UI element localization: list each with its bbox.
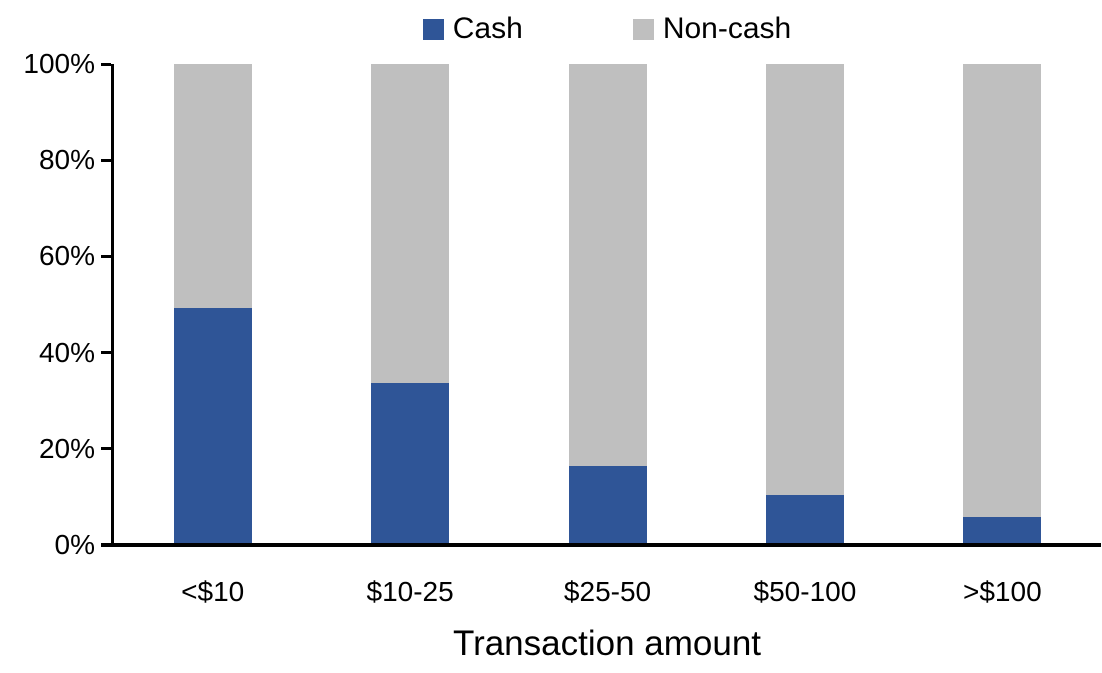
legend-swatch-icon bbox=[422, 18, 444, 40]
x-axis-tick-label: >$100 bbox=[963, 576, 1042, 607]
y-axis-tick-label: 80% bbox=[38, 144, 95, 176]
stacked-bar bbox=[765, 64, 844, 543]
legend-label: Non-cash bbox=[662, 12, 792, 45]
x-axis-tick-label: <$10 bbox=[181, 576, 245, 607]
bar-segment-cash bbox=[371, 382, 450, 543]
plot-area bbox=[114, 64, 1101, 543]
y-axis-tick-label: 100% bbox=[23, 48, 95, 79]
x-axis-tick-label: $25-50 bbox=[563, 576, 652, 607]
x-axis-tick-label: $50-100 bbox=[753, 576, 857, 607]
x-axis-tick-label: $10-25 bbox=[366, 576, 454, 607]
bar-group-25-50 bbox=[509, 64, 706, 543]
bar-segment-cash bbox=[765, 495, 844, 543]
y-axis-tick bbox=[101, 351, 111, 355]
y-axis-tick-label: 0% bbox=[54, 529, 95, 560]
x-axis-title: Transaction amount bbox=[452, 624, 762, 663]
y-axis-tick bbox=[101, 543, 111, 547]
x-axis-labels: <$10 $10-25 $25-50 $50-100 >$100 bbox=[114, 576, 1101, 608]
stacked-bar bbox=[963, 64, 1042, 543]
legend-item-non-cash: Non-cash bbox=[632, 12, 792, 46]
bar-group-100 bbox=[904, 64, 1101, 543]
y-axis-line bbox=[111, 64, 114, 545]
chart-legend: Cash Non-cash bbox=[113, 12, 1101, 46]
y-axis-tick bbox=[101, 447, 111, 451]
bar-segment-non-cash bbox=[173, 64, 252, 309]
legend-label: Cash bbox=[452, 12, 523, 45]
bar-group-10 bbox=[114, 64, 311, 543]
bar-group-10-25 bbox=[311, 64, 508, 543]
bar-segment-non-cash bbox=[371, 64, 450, 383]
stacked-bar bbox=[173, 64, 252, 543]
y-axis-tick bbox=[101, 62, 111, 66]
bar-segment-cash bbox=[963, 516, 1042, 543]
bar-segment-cash bbox=[173, 308, 252, 543]
stacked-bar bbox=[371, 64, 450, 543]
bar-segment-non-cash bbox=[568, 64, 647, 467]
stacked-bar bbox=[568, 64, 647, 543]
y-axis-tick-label: 40% bbox=[38, 336, 95, 368]
y-axis-tick-label: 20% bbox=[38, 432, 95, 464]
x-axis-line bbox=[101, 543, 1101, 547]
bar-group-50-100 bbox=[706, 64, 903, 543]
y-axis-tick-label: 60% bbox=[38, 240, 95, 272]
y-axis-tick bbox=[101, 158, 111, 162]
y-axis-tick bbox=[101, 254, 111, 258]
legend-swatch-icon bbox=[632, 18, 654, 40]
bar-segment-cash bbox=[568, 466, 647, 543]
bar-segment-non-cash bbox=[963, 64, 1042, 517]
bar-segment-non-cash bbox=[765, 64, 844, 496]
legend-item-cash: Cash bbox=[422, 12, 523, 46]
